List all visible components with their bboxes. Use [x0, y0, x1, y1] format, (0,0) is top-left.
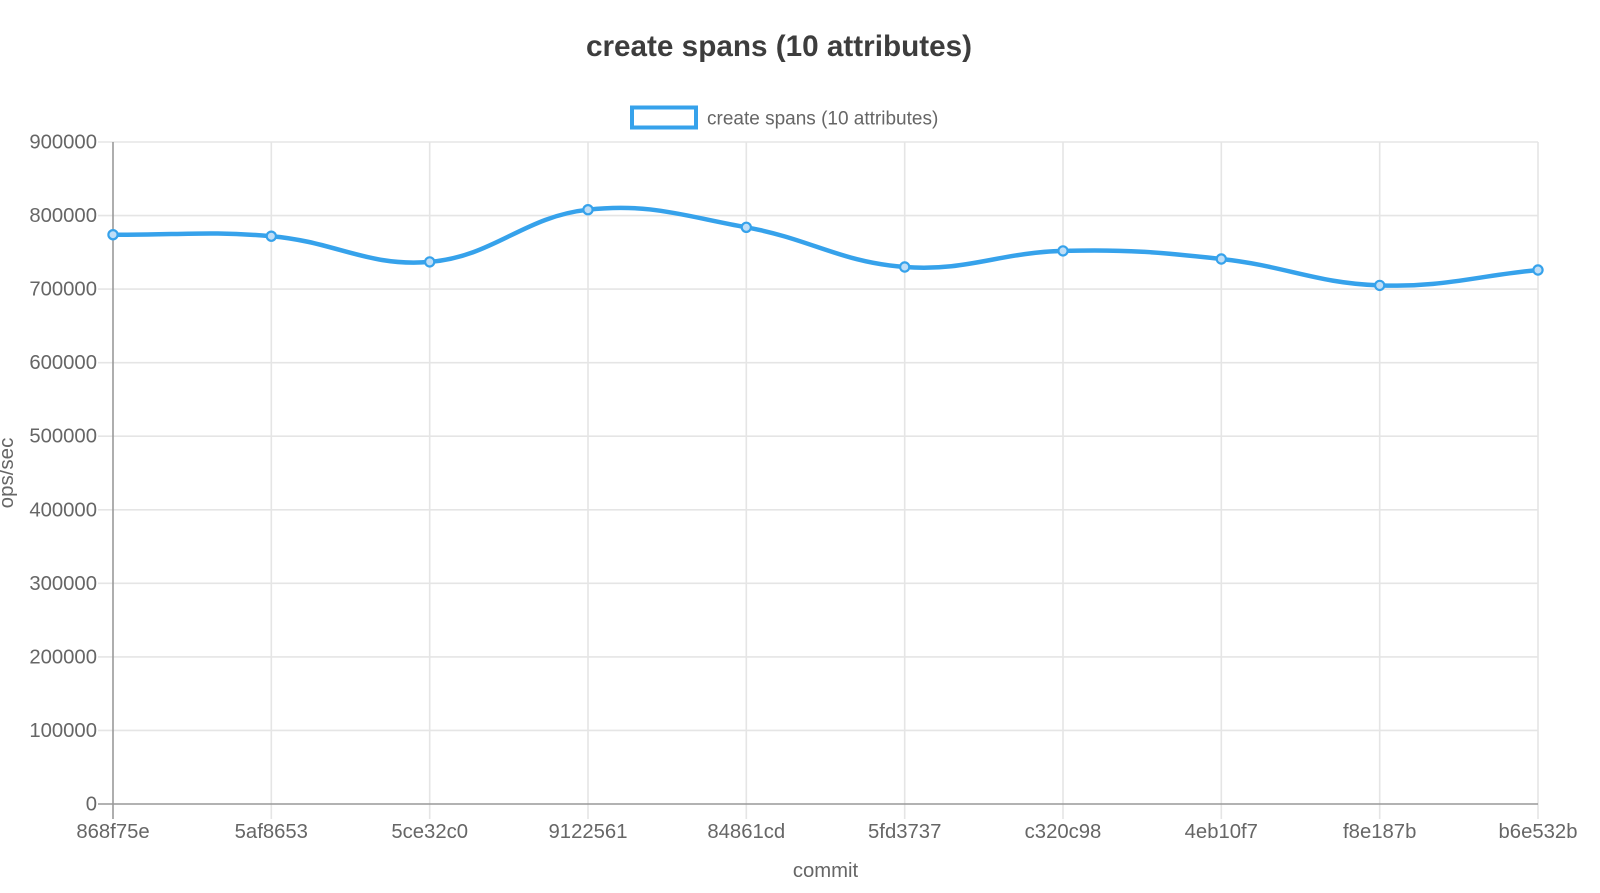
svg-text:5ce32c0: 5ce32c0: [391, 821, 468, 843]
svg-text:4eb10f7: 4eb10f7: [1185, 821, 1258, 843]
svg-text:commit: commit: [793, 860, 859, 882]
svg-text:300000: 300000: [29, 573, 97, 595]
svg-text:600000: 600000: [29, 352, 97, 374]
svg-text:700000: 700000: [29, 279, 97, 301]
svg-text:create spans (10 attributes): create spans (10 attributes): [707, 109, 938, 130]
svg-text:b6e532b: b6e532b: [1499, 821, 1578, 843]
svg-text:create spans (10 attributes): create spans (10 attributes): [586, 30, 972, 63]
svg-text:5af8653: 5af8653: [235, 821, 308, 843]
svg-text:84861cd: 84861cd: [707, 821, 785, 843]
svg-text:9122561: 9122561: [549, 821, 628, 843]
svg-text:5fd3737: 5fd3737: [868, 821, 941, 843]
svg-text:868f75e: 868f75e: [76, 821, 149, 843]
svg-text:900000: 900000: [29, 132, 97, 154]
svg-text:c320c98: c320c98: [1025, 821, 1102, 843]
svg-text:800000: 800000: [29, 205, 97, 227]
svg-text:200000: 200000: [29, 646, 97, 668]
svg-text:f8e187b: f8e187b: [1343, 821, 1416, 843]
svg-text:500000: 500000: [29, 426, 97, 448]
svg-text:100000: 100000: [29, 720, 97, 742]
svg-text:0: 0: [86, 794, 97, 816]
svg-text:400000: 400000: [29, 499, 97, 521]
svg-text:ops/sec: ops/sec: [0, 438, 18, 509]
